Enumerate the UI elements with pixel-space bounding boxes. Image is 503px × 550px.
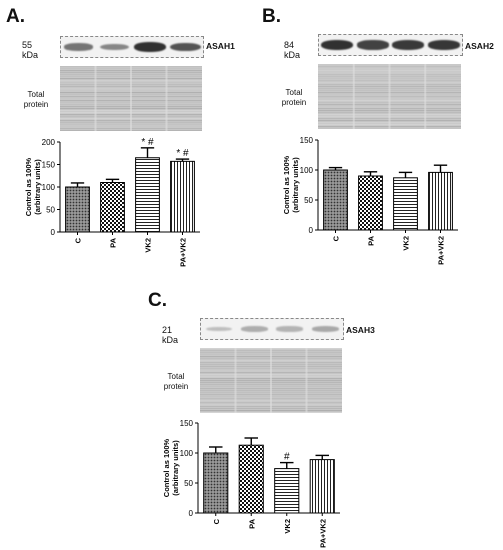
y-tick-label: 150 — [300, 136, 314, 145]
total-protein-label-line2: protein — [23, 100, 49, 109]
total-protein-label-line2: protein — [281, 98, 307, 107]
blot-band — [320, 40, 354, 50]
blot-band — [64, 43, 94, 51]
molecular-weight-b: 84 kDa — [284, 40, 301, 60]
panel-label-b: B. — [262, 6, 281, 27]
gene-label-a: ASAH1 — [206, 41, 235, 51]
blot-band — [427, 40, 461, 50]
total-protein-stain-c — [200, 348, 342, 413]
significance-annotation: # — [284, 452, 290, 463]
y-tick-label: 0 — [51, 228, 56, 237]
total-protein-label-b: Total protein — [274, 88, 314, 108]
y-axis-label: Control as 100% — [162, 438, 171, 497]
total-protein-texture — [60, 66, 202, 131]
gene-label-c: ASAH3 — [346, 325, 375, 335]
blot-band — [311, 326, 339, 332]
x-tick-label: C — [212, 518, 221, 524]
y-tick-label: 200 — [42, 138, 56, 147]
y-tick-label: 0 — [309, 226, 314, 235]
blot-band — [99, 43, 129, 51]
y-tick-label: 100 — [180, 449, 194, 458]
x-tick-label: PA — [367, 235, 376, 245]
blot-band — [133, 42, 166, 52]
total-protein-label-line1: Total — [285, 88, 303, 97]
western-blot-c — [200, 318, 344, 340]
y-tick-label: 100 — [300, 166, 314, 175]
y-tick-label: 50 — [304, 196, 313, 205]
x-tick-label: C — [74, 237, 83, 243]
western-blot-b — [318, 34, 463, 56]
y-tick-label: 100 — [42, 183, 56, 192]
total-protein-stain-a — [60, 66, 202, 131]
total-protein-label-c: Total protein — [156, 372, 196, 392]
total-protein-label-a: Total protein — [16, 90, 56, 110]
x-tick-label: VK2 — [144, 238, 153, 253]
blot-band — [205, 326, 232, 332]
x-tick-label: PA — [109, 237, 118, 247]
total-protein-texture — [318, 64, 461, 129]
y-axis-label: Control as 100% — [282, 155, 291, 214]
total-protein-label-line1: Total — [167, 372, 185, 381]
blot-band — [169, 42, 201, 52]
bar-c — [203, 452, 229, 514]
molecular-weight-a: 55 kDa — [22, 40, 39, 60]
gene-label-b: ASAH2 — [465, 41, 494, 51]
y-tick-label: 150 — [42, 161, 56, 170]
y-tick-label: 150 — [180, 419, 194, 428]
x-tick-label: PA — [247, 518, 256, 528]
western-blot-a — [60, 36, 204, 58]
blot-band — [356, 40, 389, 50]
total-protein-label-line2: protein — [163, 382, 189, 391]
x-tick-label: VK2 — [402, 236, 411, 251]
x-tick-label: PA+VK2 — [318, 519, 327, 548]
y-tick-label: 50 — [46, 206, 55, 215]
y-tick-label: 0 — [189, 509, 194, 518]
y-axis-label: (arbitrary units) — [33, 159, 42, 215]
x-tick-label: PA+VK2 — [179, 238, 188, 267]
y-tick-label: 50 — [184, 479, 193, 488]
blot-band — [392, 40, 425, 50]
panel-label-a: A. — [6, 6, 25, 27]
y-axis-label: (arbitrary units) — [171, 440, 180, 496]
x-tick-label: VK2 — [283, 519, 292, 534]
significance-annotation: * # — [141, 137, 154, 148]
significance-annotation: * # — [176, 148, 189, 159]
bar-pa-plus-vk2 — [309, 459, 335, 514]
x-tick-label: C — [332, 235, 341, 241]
y-axis-label: Control as 100% — [24, 157, 33, 216]
bar-vk2 — [274, 468, 300, 514]
x-tick-label: PA+VK2 — [437, 236, 446, 265]
molecular-weight-c: 21 kDa — [162, 325, 179, 345]
total-protein-label-line1: Total — [27, 90, 45, 99]
blot-band — [240, 326, 268, 332]
total-protein-texture — [200, 348, 342, 413]
blot-band — [276, 326, 304, 332]
panel-label-c: C. — [148, 290, 167, 311]
total-protein-stain-b — [318, 64, 461, 129]
bar-pa — [238, 444, 264, 514]
y-axis-label: (arbitrary units) — [291, 157, 300, 213]
